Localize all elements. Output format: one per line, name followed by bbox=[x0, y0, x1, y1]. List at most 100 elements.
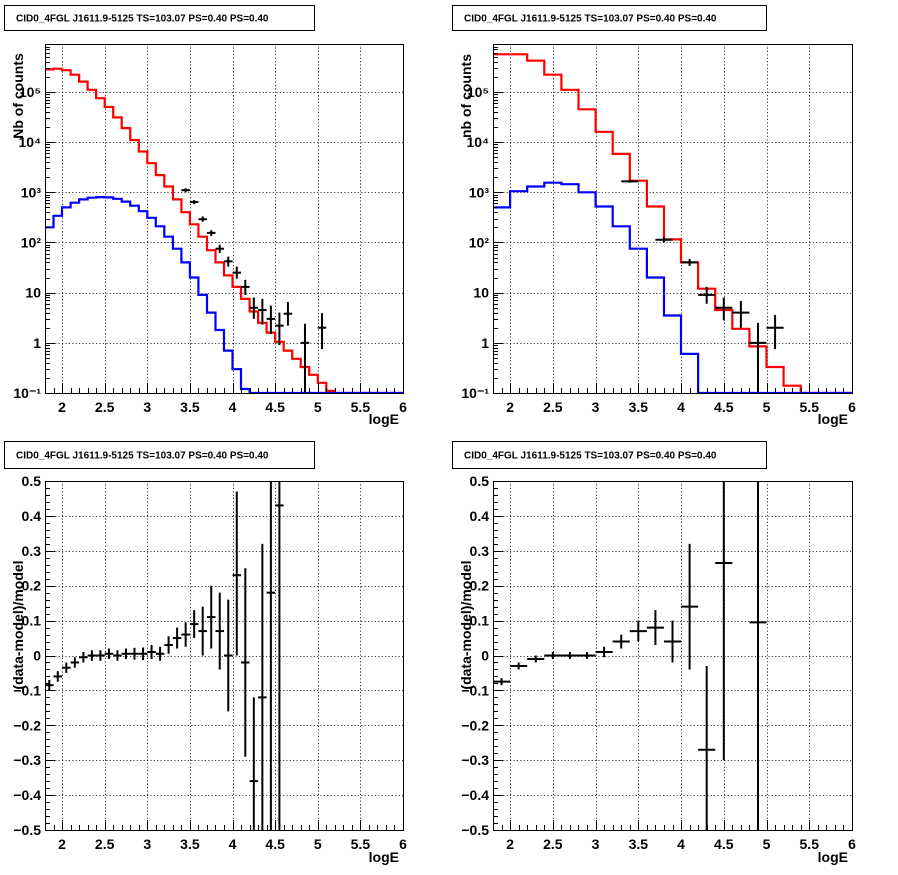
plot-area bbox=[493, 53, 852, 393]
x-tick-label: 3 bbox=[592, 836, 600, 852]
data-point bbox=[232, 491, 242, 656]
data-point bbox=[224, 599, 233, 712]
x-tick-label: 3 bbox=[143, 836, 151, 852]
x-tick-label: 5.5 bbox=[351, 836, 371, 852]
x-tick-label: 2 bbox=[58, 836, 66, 852]
data-point bbox=[87, 650, 97, 661]
x-axis: 2 2.5 3 3.5 4 4.5 5 5.5 6 bbox=[45, 820, 407, 852]
y-axis-label: Nb of counts bbox=[10, 53, 26, 139]
data-point bbox=[121, 648, 131, 659]
x-tick-label: 4 bbox=[677, 836, 685, 852]
y-tick-label: 10 bbox=[25, 285, 41, 301]
x-tick-label: 2 bbox=[506, 399, 514, 415]
data-point bbox=[266, 305, 276, 334]
y-tick-label: 0.1 bbox=[22, 613, 42, 629]
data-point bbox=[79, 652, 88, 663]
chart-title: CID0_4FGL J1611.9-5125 TS=103.07 PS=0.40… bbox=[464, 451, 717, 462]
data-point bbox=[189, 200, 199, 205]
x-tick-label: 3.5 bbox=[180, 399, 200, 415]
x-tick-label: 5.5 bbox=[800, 399, 820, 415]
x-tick-label: 2 bbox=[58, 399, 66, 415]
data-point bbox=[663, 620, 682, 663]
data-point bbox=[578, 652, 596, 659]
x-tick-label: 3 bbox=[592, 399, 600, 415]
total-model-histogram bbox=[493, 53, 852, 393]
data-point bbox=[96, 650, 105, 661]
axes-frame bbox=[493, 44, 853, 394]
data-point bbox=[198, 216, 207, 222]
x-axis: 2 2.5 3 3.5 4 4.5 5 5.5 6 bbox=[493, 820, 856, 852]
y-tick-label: 0.4 bbox=[470, 508, 490, 524]
chart-panel-1: CID0_4FGL J1611.9-5125 TS=103.07 PS=0.40… bbox=[4, 5, 407, 427]
x-tick-label: 4 bbox=[677, 399, 685, 415]
x-tick-label: 5.5 bbox=[351, 399, 371, 415]
y-tick-label: 10⁵ bbox=[467, 84, 489, 100]
y-tick-label: 0.3 bbox=[470, 543, 490, 559]
chart-title: CID0_4FGL J1611.9-5125 TS=103.07 PS=0.40… bbox=[464, 14, 717, 25]
data-point bbox=[655, 237, 673, 243]
data-point bbox=[164, 636, 173, 654]
data-point bbox=[283, 302, 293, 326]
data-point bbox=[104, 648, 114, 659]
y-tick-label: −0.4 bbox=[13, 787, 41, 803]
data-point bbox=[561, 652, 579, 659]
chart-panel-2: CID0_4FGL J1611.9-5125 TS=103.07 PS=0.40… bbox=[452, 5, 856, 427]
y-tick-label: 0.2 bbox=[470, 578, 490, 594]
x-tick-label: 2.5 bbox=[95, 836, 115, 852]
data-point bbox=[232, 266, 242, 279]
data-point bbox=[70, 657, 80, 668]
y-axis-label: nb of counts bbox=[458, 54, 474, 138]
x-tick-label: 5 bbox=[314, 836, 322, 852]
x-tick-label: 3.5 bbox=[180, 836, 200, 852]
y-tick-label: −0.3 bbox=[13, 752, 41, 768]
data-point bbox=[45, 679, 54, 691]
y-tick-label: −0.1 bbox=[461, 682, 489, 698]
y-axis: −0.5 −0.4 −0.3 −0.2 −0.1 0 0.1 0.2 0.3 0.4 0.5 bbox=[461, 473, 503, 838]
y-tick-label: 0.4 bbox=[22, 508, 42, 524]
grid bbox=[45, 481, 404, 831]
source-model-histogram bbox=[493, 181, 852, 393]
y-axis-label: (data-model)/model bbox=[458, 560, 474, 689]
data-point bbox=[206, 585, 216, 649]
data-point bbox=[300, 323, 310, 393]
y-tick-label: 0.2 bbox=[22, 578, 42, 594]
data-point bbox=[181, 622, 190, 647]
y-tick-label: 10⁴ bbox=[467, 134, 490, 150]
y-tick-label: −0.3 bbox=[461, 752, 489, 768]
title-box bbox=[452, 441, 767, 469]
data-point bbox=[155, 646, 165, 661]
y-tick-label: −0.1 bbox=[13, 682, 41, 698]
x-tick-label: 6 bbox=[399, 836, 407, 852]
data-point bbox=[275, 312, 284, 346]
plot-area bbox=[493, 481, 767, 830]
y-tick-label: 1 bbox=[33, 335, 41, 351]
x-tick-label: 5 bbox=[314, 399, 322, 415]
chart-title: CID0_4FGL J1611.9-5125 TS=103.07 PS=0.40… bbox=[16, 451, 269, 462]
x-tick-label: 6 bbox=[848, 399, 856, 415]
y-tick-label: 10⁻¹ bbox=[461, 385, 489, 401]
y-tick-label: 10² bbox=[469, 234, 490, 250]
y-axis: 10⁻¹ 1 10 10² 10³ 10⁴ 10⁵ bbox=[13, 44, 55, 401]
data-point bbox=[249, 297, 259, 319]
y-tick-label: 10² bbox=[21, 234, 42, 250]
x-axis: 2 2.5 3 3.5 4 4.5 5 5.5 6 bbox=[493, 383, 856, 415]
data-point bbox=[715, 297, 733, 321]
data-point bbox=[681, 258, 699, 266]
data-point bbox=[715, 481, 733, 761]
x-tick-label: 3.5 bbox=[629, 836, 649, 852]
data-point bbox=[612, 634, 630, 649]
chart-title: CID0_4FGL J1611.9-5125 TS=103.07 PS=0.40… bbox=[16, 14, 269, 25]
data-point bbox=[317, 313, 327, 350]
y-tick-label: 10⁴ bbox=[19, 134, 42, 150]
y-tick-label: 0.1 bbox=[470, 613, 490, 629]
data-point bbox=[749, 322, 767, 393]
data-point bbox=[766, 314, 784, 350]
y-tick-label: 0.5 bbox=[470, 473, 490, 489]
title-box bbox=[4, 441, 315, 469]
y-tick-label: −0.2 bbox=[461, 717, 489, 733]
x-tick-label: 2.5 bbox=[543, 399, 563, 415]
data-point bbox=[62, 662, 71, 673]
data-point bbox=[130, 647, 139, 660]
title-box bbox=[4, 5, 315, 31]
